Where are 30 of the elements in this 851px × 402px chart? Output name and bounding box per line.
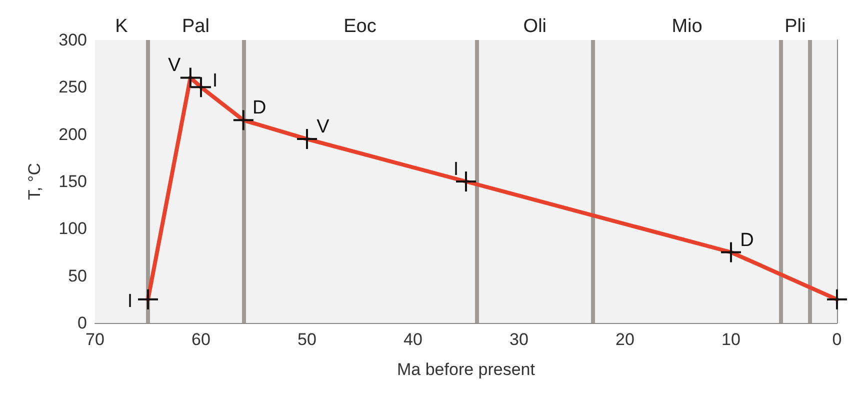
y-tick-label: 0 bbox=[78, 314, 87, 332]
annotation: I bbox=[212, 70, 218, 92]
band-label: Mio bbox=[672, 16, 702, 37]
x-tick-label: 70 bbox=[86, 330, 104, 349]
band-label: Oli bbox=[523, 16, 547, 37]
x-tick-label: 10 bbox=[722, 330, 740, 349]
band-label: Eoc bbox=[344, 16, 376, 37]
annotation: I bbox=[127, 290, 133, 312]
x-tick-label: 60 bbox=[192, 330, 210, 349]
annotation: V bbox=[316, 116, 330, 138]
annotation: D bbox=[740, 230, 754, 251]
y-tick-label: 50 bbox=[68, 266, 87, 286]
y-tick-label: 200 bbox=[58, 124, 87, 144]
annotation: V bbox=[168, 55, 182, 76]
y-tick-label: 150 bbox=[58, 172, 87, 191]
y-tick-label: 250 bbox=[58, 78, 87, 97]
band-label: Pli bbox=[784, 16, 806, 37]
x-tick-label: 50 bbox=[298, 330, 316, 349]
y-axis-title: T, °C bbox=[25, 162, 44, 200]
y-tick-label: 300 bbox=[58, 30, 87, 50]
band-label: Pal bbox=[182, 16, 210, 37]
x-axis-title: Ma before present bbox=[397, 360, 536, 379]
x-tick-label: 0 bbox=[832, 330, 842, 349]
band-label: K bbox=[115, 16, 128, 37]
x-tick-label: 20 bbox=[616, 330, 634, 349]
y-tick-label: 100 bbox=[58, 219, 87, 238]
x-tick-label: 30 bbox=[510, 330, 528, 349]
annotation: I bbox=[453, 159, 459, 180]
annotation: D bbox=[252, 98, 266, 119]
x-tick-label: 40 bbox=[404, 330, 422, 349]
